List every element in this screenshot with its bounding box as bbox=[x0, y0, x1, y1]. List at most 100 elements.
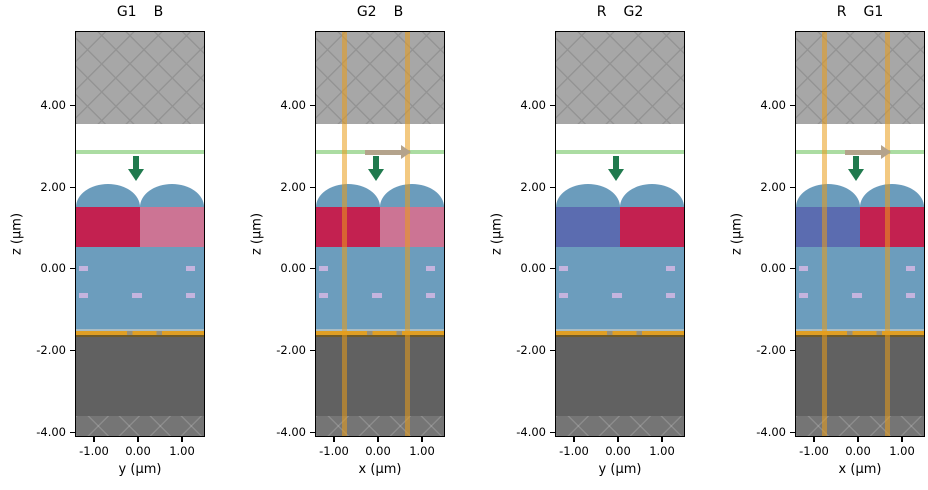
implant-dash bbox=[558, 265, 568, 271]
y-axis-label: z (µm) bbox=[249, 212, 265, 256]
implant-dash bbox=[186, 265, 196, 271]
subplot-g2-b: G2 B z (µm) 4.00 2.00 0.00 -2.00 -4.00 bbox=[240, 0, 480, 490]
implant-dash bbox=[78, 265, 88, 271]
subplot-r-g2: R G2 z (µm) 4.00 2.00 0.00 -2.00 -4.00 bbox=[480, 0, 720, 490]
plot-area bbox=[555, 31, 685, 437]
y-tick-mark bbox=[70, 187, 75, 189]
arrow-shaft bbox=[613, 156, 620, 171]
y-tick-mark bbox=[310, 350, 315, 352]
y-tick-label: 2.00 bbox=[520, 180, 546, 194]
arrow-shaft bbox=[133, 156, 140, 171]
x-tick-label: 1.00 bbox=[169, 444, 195, 458]
color-filter-left bbox=[796, 206, 860, 247]
x-axis-label: y (µm) bbox=[118, 462, 162, 477]
panel-title: R G2 bbox=[555, 3, 685, 21]
y-axis-label: z (µm) bbox=[9, 212, 25, 256]
arrow-head bbox=[368, 169, 385, 182]
y-tick-mark bbox=[790, 105, 795, 107]
x-tick-mark bbox=[137, 437, 139, 442]
x-tick-mark bbox=[181, 437, 183, 442]
shift-arrow-right-icon bbox=[845, 145, 892, 160]
y-tick-mark bbox=[70, 350, 75, 352]
wiring-dashed-line bbox=[76, 329, 204, 338]
y-tick-label: 0.00 bbox=[520, 261, 546, 275]
arrow-shaft bbox=[373, 156, 380, 171]
x-tick-label: 1.00 bbox=[409, 444, 435, 458]
x-tick-mark bbox=[573, 437, 575, 442]
hatched-cap-region bbox=[316, 32, 444, 124]
y-tick-label: 2.00 bbox=[40, 180, 66, 194]
panel-title-right: B bbox=[153, 4, 164, 20]
implant-dash bbox=[78, 292, 88, 298]
y-tick-label: 2.00 bbox=[760, 180, 786, 194]
y-tick-mark bbox=[70, 432, 75, 434]
y-tick-mark bbox=[550, 105, 555, 107]
arrow-head bbox=[401, 145, 412, 160]
y-tick-mark bbox=[790, 187, 795, 189]
implant-dash bbox=[612, 292, 622, 298]
y-tick-label: -2.00 bbox=[36, 343, 66, 357]
silicon-layer bbox=[76, 246, 204, 333]
x-tick-mark bbox=[813, 437, 815, 442]
panel-title-left: R bbox=[836, 4, 847, 20]
x-tick-mark bbox=[901, 437, 903, 442]
arrow-head bbox=[128, 169, 145, 182]
panel-title: G2 B bbox=[315, 3, 445, 21]
microlens-left bbox=[76, 184, 140, 208]
arrow-shaft bbox=[853, 156, 860, 171]
y-tick-mark bbox=[310, 268, 315, 270]
microlens-right bbox=[860, 184, 924, 208]
bottom-hatched-strip bbox=[556, 416, 684, 436]
arrow-head bbox=[608, 169, 625, 182]
panel-title-right: G1 bbox=[863, 4, 884, 20]
x-axis-label: x (µm) bbox=[358, 462, 402, 477]
x-tick-label: 0.00 bbox=[845, 444, 871, 458]
x-tick-label: -1.00 bbox=[319, 444, 349, 458]
microlens-left bbox=[796, 184, 860, 208]
panel-title-right: B bbox=[393, 4, 404, 20]
wiring-dashed-line bbox=[796, 329, 924, 338]
y-tick-label: 4.00 bbox=[280, 98, 306, 112]
implant-dash bbox=[906, 292, 916, 298]
plot-area bbox=[75, 31, 205, 437]
incident-light-arrow-down-icon bbox=[848, 156, 865, 182]
implant-dash bbox=[372, 292, 382, 298]
subplot-r-g1: R G1 z (µm) 4.00 2.00 0.00 -2.00 -4.00 bbox=[720, 0, 928, 490]
microlens-right bbox=[140, 184, 204, 208]
x-axis-label: y (µm) bbox=[598, 462, 642, 477]
bottom-hatched-strip bbox=[796, 416, 924, 436]
implant-dash bbox=[186, 292, 196, 298]
implant-dash bbox=[318, 292, 328, 298]
incident-light-arrow-down-icon bbox=[608, 156, 625, 182]
microlens-right bbox=[380, 184, 444, 208]
microlens-right bbox=[620, 184, 684, 208]
x-tick-label: 1.00 bbox=[889, 444, 915, 458]
wiring-dashed-line bbox=[316, 329, 444, 338]
x-tick-label: 0.00 bbox=[605, 444, 631, 458]
color-filter-left bbox=[556, 206, 620, 247]
color-filter-right bbox=[380, 206, 444, 247]
y-tick-label: -4.00 bbox=[756, 425, 786, 439]
beam-line-right bbox=[885, 32, 890, 436]
implant-dash bbox=[798, 265, 808, 271]
arrow-head bbox=[848, 169, 865, 182]
arrow-head bbox=[881, 145, 892, 160]
x-tick-mark bbox=[333, 437, 335, 442]
silicon-layer bbox=[316, 246, 444, 333]
implant-dash bbox=[798, 292, 808, 298]
x-tick-mark bbox=[421, 437, 423, 442]
wiring-dashed-line bbox=[556, 329, 684, 338]
y-tick-mark bbox=[790, 350, 795, 352]
y-tick-label: -2.00 bbox=[276, 343, 306, 357]
x-tick-mark bbox=[617, 437, 619, 442]
bottom-hatched-strip bbox=[316, 416, 444, 436]
x-tick-label: -1.00 bbox=[79, 444, 109, 458]
substrate-region bbox=[76, 337, 204, 436]
implant-dash bbox=[426, 265, 436, 271]
shift-arrow-right-icon bbox=[365, 145, 412, 160]
color-filter-right bbox=[620, 206, 684, 247]
y-tick-label: -4.00 bbox=[276, 425, 306, 439]
y-tick-label: 4.00 bbox=[760, 98, 786, 112]
y-tick-mark bbox=[310, 105, 315, 107]
